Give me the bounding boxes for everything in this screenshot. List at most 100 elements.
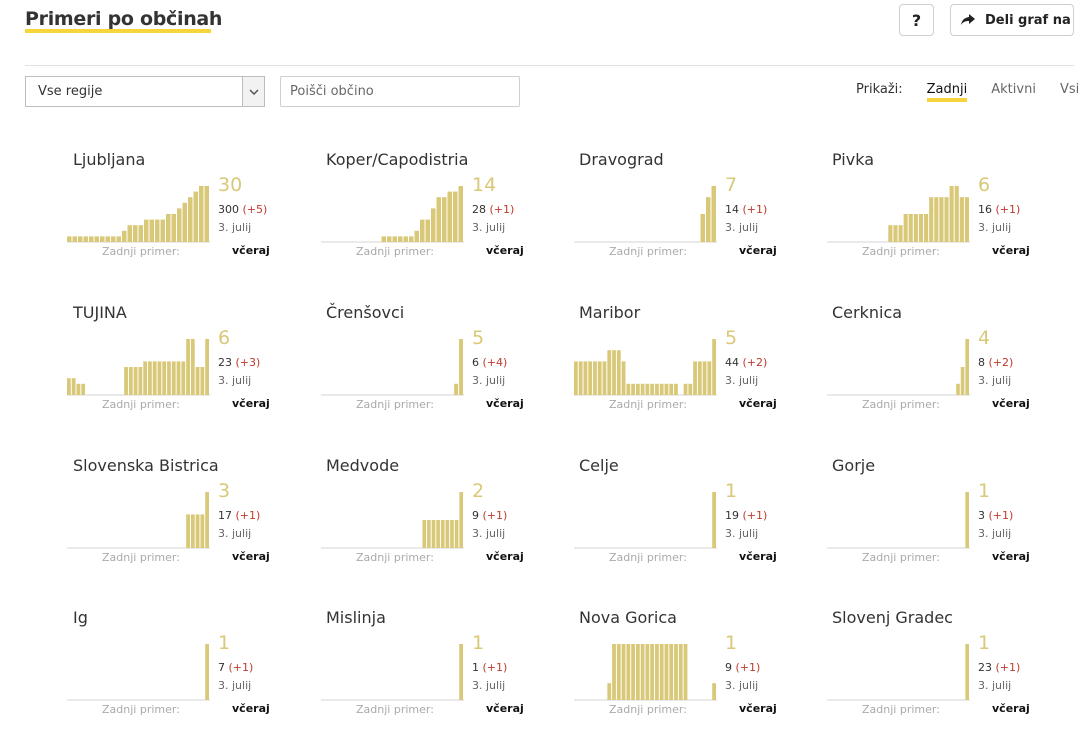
chart-bar [427, 520, 431, 548]
chart-bar [612, 644, 616, 700]
update-date: 3. julij [472, 221, 506, 234]
total-cases: 3 (+1) [978, 509, 1013, 522]
chart-bar [440, 520, 445, 548]
chart-bar [616, 350, 621, 395]
recent-cases: 1 [472, 632, 485, 654]
recent-cases: 1 [725, 480, 738, 502]
municipality-card[interactable]: Dravograd 7 14 (+1) 3. julij Zadnji prim… [574, 150, 777, 280]
chart-bar [188, 197, 193, 242]
chart-bar [635, 644, 640, 700]
chart-bar [71, 378, 76, 395]
chart-bar [593, 361, 597, 395]
total-cases-value: 3 [978, 509, 985, 522]
municipality-card[interactable]: Cerknica 4 8 (+2) 3. julij Zadnji primer… [827, 303, 1030, 433]
chart-bar [908, 214, 913, 242]
chart-bar [409, 236, 414, 242]
chart-bar [939, 197, 944, 242]
chart-bar [674, 644, 678, 700]
total-cases-value: 19 [725, 509, 739, 522]
filter-option-recent[interactable]: Zadnji [926, 82, 968, 102]
chart-bar [712, 339, 716, 395]
chart-bar [403, 236, 408, 242]
municipality-card[interactable]: Pivka 6 16 (+1) 3. julij Zadnji primer: … [827, 150, 1030, 280]
chart-bar [645, 383, 650, 395]
municipality-card[interactable]: Mislinja 1 1 (+1) 3. julij Zadnji primer… [321, 608, 524, 734]
delta-cases: (+1) [489, 203, 515, 216]
municipality-search-input[interactable] [280, 76, 520, 107]
chart-bar [711, 186, 716, 242]
municipality-card[interactable]: Maribor 5 44 (+2) 3. julij Zadnji primer… [574, 303, 777, 433]
municipality-name: Celje [579, 456, 619, 475]
filter-option-active[interactable]: Aktivni [991, 82, 1036, 97]
delta-cases: (+1) [482, 661, 508, 674]
municipality-card[interactable]: TUJINA 6 23 (+3) 3. julij Zadnji primer:… [67, 303, 270, 433]
chart-bar [949, 186, 954, 242]
total-cases: 8 (+2) [978, 356, 1013, 369]
municipality-name: Cerknica [832, 303, 903, 322]
chart-bar [697, 361, 702, 395]
chevron-down-icon[interactable] [242, 77, 264, 106]
chart-bar [888, 225, 893, 242]
municipality-card[interactable]: Koper/Capodistria 14 28 (+1) 3. julij Za… [321, 150, 524, 280]
chart-bar [959, 197, 964, 242]
municipality-card[interactable]: Ljubljana 30 300 (+5) 3. julij Zadnji pr… [67, 150, 270, 280]
display-filter: Prikaži: Zadnji Aktivni Vsi [856, 82, 1080, 102]
region-select[interactable]: Vse regije [25, 76, 265, 107]
chart-bar [186, 339, 190, 395]
total-cases-value: 23 [978, 661, 992, 674]
total-cases: 9 (+1) [725, 661, 760, 674]
update-date: 3. julij [218, 374, 252, 387]
help-button[interactable]: ? [899, 4, 934, 36]
municipality-card[interactable]: Nova Gorica 1 9 (+1) 3. julij Zadnji pri… [574, 608, 777, 734]
chart-bar [447, 191, 452, 242]
chart-bar [149, 219, 154, 242]
trend-chart [574, 644, 717, 701]
municipality-card[interactable]: Slovenska Bistrica 3 17 (+1) 3. julij Za… [67, 456, 270, 586]
delta-cases: (+4) [482, 356, 508, 369]
chart-bar [431, 520, 436, 548]
municipality-card[interactable]: Celje 1 19 (+1) 3. julij Zadnji primer: … [574, 456, 777, 586]
delta-cases: (+1) [995, 661, 1021, 674]
last-case-label: Zadnji primer: [356, 245, 434, 258]
total-cases-value: 28 [472, 203, 486, 216]
last-case-value: včeraj [992, 702, 1030, 715]
filter-option-all[interactable]: Vsi [1059, 82, 1080, 97]
chart-bar [133, 367, 138, 395]
chart-bar [645, 644, 650, 700]
chart-bar [445, 520, 450, 548]
chart-bar [152, 361, 157, 395]
total-cases: 17 (+1) [218, 509, 260, 522]
delta-cases: (+2) [988, 356, 1014, 369]
update-date: 3. julij [218, 221, 252, 234]
last-case-value: včeraj [232, 244, 270, 257]
chart-bar [903, 214, 908, 242]
chart-bar [621, 361, 626, 395]
chart-bar [392, 236, 397, 242]
municipality-card[interactable]: Slovenj Gradec 1 23 (+1) 3. julij Zadnji… [827, 608, 1030, 734]
chart-bar [934, 197, 939, 242]
chart-bar [116, 236, 121, 242]
chart-bar [893, 225, 898, 242]
region-select-value: Vse regije [38, 84, 103, 99]
last-case-value: včeraj [739, 550, 777, 563]
delta-cases: (+3) [235, 356, 261, 369]
chart-bar [700, 214, 705, 242]
chart-bar [431, 208, 436, 242]
chart-bar [450, 520, 454, 548]
chart-bar [182, 202, 187, 242]
chart-bar [650, 644, 655, 700]
chart-bar [157, 361, 162, 395]
recent-cases: 30 [218, 174, 243, 196]
chart-bar [607, 683, 612, 700]
municipality-card[interactable]: Gorje 1 3 (+1) 3. julij Zadnji primer: v… [827, 456, 1030, 586]
trend-chart [321, 492, 464, 549]
municipality-name: Koper/Capodistria [326, 150, 469, 169]
share-button[interactable]: Deli graf na [950, 4, 1074, 36]
municipality-name: Dravograd [579, 150, 664, 169]
municipality-card[interactable]: Medvode 2 9 (+1) 3. julij Zadnji primer:… [321, 456, 524, 586]
municipality-card[interactable]: Črenšovci 5 6 (+4) 3. julij Zadnji prime… [321, 303, 524, 433]
chart-bar [918, 214, 924, 242]
municipality-card[interactable]: Ig 1 7 (+1) 3. julij Zadnji primer: včer… [67, 608, 270, 734]
chart-bar [122, 230, 127, 242]
chart-bar [138, 367, 143, 395]
